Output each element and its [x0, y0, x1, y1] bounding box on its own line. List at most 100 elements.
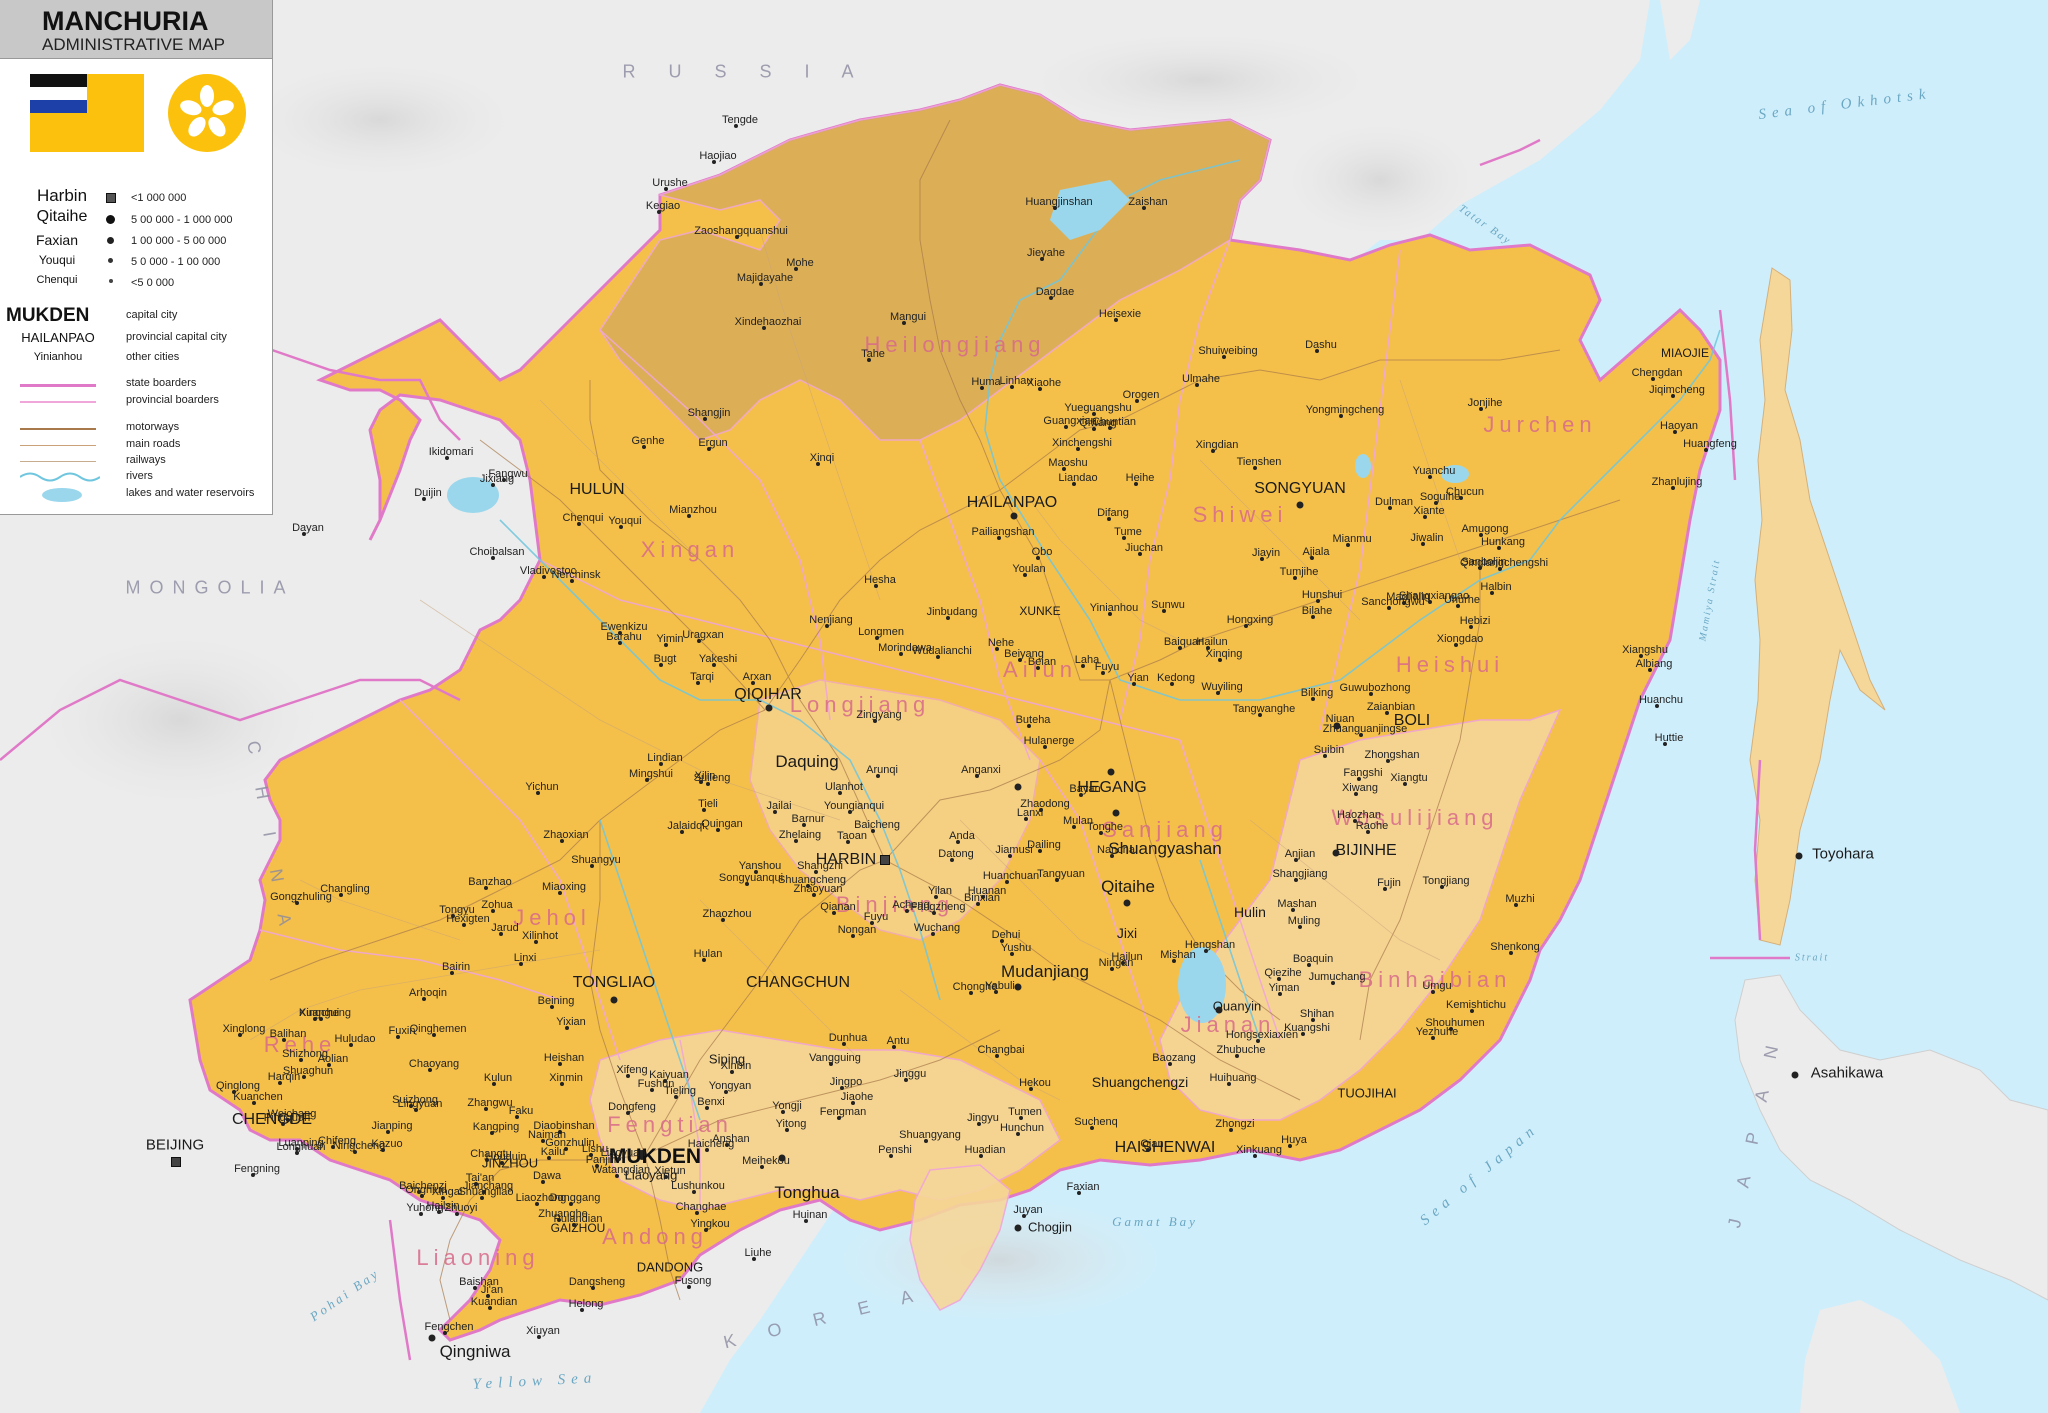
city-label: Baicheng	[854, 819, 900, 831]
city-label: Chucun	[1446, 486, 1484, 498]
province-label: Rehe	[263, 1032, 337, 1057]
city-marker	[705, 1106, 709, 1110]
city-label: Hongsexiaxien	[1225, 1029, 1299, 1041]
city-marker	[281, 1122, 285, 1126]
city-marker	[619, 525, 623, 529]
city-marker	[569, 1202, 573, 1206]
city-label: Binxian	[963, 892, 1001, 904]
city-label: Xilinhot	[521, 930, 559, 942]
city-label: Quanyin	[1212, 998, 1262, 1014]
city-label: Sunwu	[1151, 599, 1185, 611]
city-label: Xinkuang	[1236, 1144, 1282, 1156]
city-marker	[1227, 1082, 1231, 1086]
city-label: Umgu	[1422, 980, 1452, 992]
city-marker	[1497, 546, 1501, 550]
city-label: Tienshen	[1236, 456, 1282, 468]
city-marker	[1296, 501, 1304, 509]
city-label: Fengman	[819, 1106, 867, 1118]
city-marker	[1135, 399, 1139, 403]
city-label: Heishan	[543, 1052, 585, 1064]
city-label: Hunchun	[999, 1122, 1045, 1134]
provincial-capital-label: HAILANPAO	[966, 494, 1058, 511]
province-label: Xingan	[640, 537, 740, 562]
province-label: Andong	[602, 1224, 708, 1249]
city-label: Mianzhou	[669, 504, 717, 516]
city-marker	[754, 870, 758, 874]
province-heilongjiang	[599, 84, 1271, 441]
city-label: Chenqui	[562, 512, 604, 524]
city-marker	[488, 1306, 492, 1310]
city-marker	[1256, 1039, 1260, 1043]
city-square-marker	[880, 855, 890, 865]
city-marker	[1663, 742, 1667, 746]
city-marker	[565, 1026, 569, 1030]
city-marker	[759, 282, 763, 286]
city-marker	[450, 971, 454, 975]
legend-line-label: provincial boarders	[126, 394, 219, 406]
city-marker	[414, 1108, 418, 1112]
provincial-capital-label: HARBIN	[815, 851, 877, 868]
city-label: Tieli	[698, 798, 718, 810]
city-label: Xinbin	[720, 1060, 752, 1072]
city-marker	[838, 791, 842, 795]
city-label: Yongji	[772, 1100, 802, 1112]
city-label: Huangjinshan	[1025, 196, 1093, 208]
city-label: Dulman	[1375, 496, 1413, 508]
city-marker	[997, 536, 1001, 540]
city-label: Hailun	[1196, 636, 1228, 648]
city-marker	[1064, 425, 1068, 429]
city-marker	[1253, 1154, 1257, 1158]
city-marker	[773, 810, 777, 814]
city-marker	[1138, 552, 1142, 556]
city-label: Niuan	[1325, 713, 1355, 725]
city-label: Xindehaozhai	[734, 316, 802, 328]
city-marker	[932, 911, 936, 915]
city-label: Mishan	[1160, 949, 1196, 961]
city-marker	[515, 1115, 519, 1119]
city-marker	[851, 1101, 855, 1105]
city-label: Jinbudang	[926, 606, 978, 618]
legend-header: MANCHURIA ADMINISTRATIVE MAP	[0, 0, 272, 59]
city-marker	[1704, 448, 1708, 452]
provincial-capital-label: TUOJIHAI	[1337, 1085, 1397, 1101]
city-marker	[812, 893, 816, 897]
city-marker	[705, 1148, 709, 1152]
legend-dot-marker	[109, 279, 113, 283]
city-label: Hongxing	[1226, 614, 1274, 626]
city-marker	[1027, 724, 1031, 728]
city-label: Kuangshi	[1284, 1022, 1330, 1034]
legend-line-label: rivers	[126, 470, 153, 482]
city-label: Zhelaing	[778, 829, 822, 841]
city-label: Muzhi	[1505, 893, 1535, 905]
city-label: Meihekou	[742, 1155, 790, 1167]
city-marker	[874, 584, 878, 588]
city-label: Yichun	[525, 781, 559, 793]
city-label: Harqin	[267, 1071, 301, 1083]
city-marker	[892, 1045, 896, 1049]
city-marker	[331, 1145, 335, 1149]
city-marker	[1038, 849, 1042, 853]
legend-provincial-border-line	[20, 401, 96, 403]
city-marker	[1331, 981, 1335, 985]
city-label: Lanxi	[1016, 807, 1044, 819]
city-label: Boaquin	[1292, 953, 1334, 965]
lake-khanka	[1178, 947, 1226, 1023]
city-marker	[924, 1139, 928, 1143]
city-label: Yakeshi	[698, 653, 738, 665]
city-marker	[1204, 949, 1208, 953]
city-marker	[1072, 825, 1076, 829]
city-marker	[829, 1062, 833, 1066]
city-label: Heisexie	[1098, 308, 1142, 320]
legend-pop-example: Harbin	[36, 186, 88, 205]
city-label: Ningan	[1098, 957, 1134, 969]
city-marker	[794, 267, 798, 271]
city-marker	[536, 791, 540, 795]
city-marker	[386, 1130, 390, 1134]
city-label: Hunkang	[1480, 536, 1526, 548]
city-marker	[590, 864, 594, 868]
provincial-capital-label: GAIZHOU	[550, 1221, 606, 1235]
city-label: Huadian	[964, 1144, 1006, 1156]
city-marker	[295, 1147, 299, 1151]
city-label: Xiongdao	[1436, 633, 1484, 645]
city-label: Chaoyang	[408, 1058, 460, 1070]
